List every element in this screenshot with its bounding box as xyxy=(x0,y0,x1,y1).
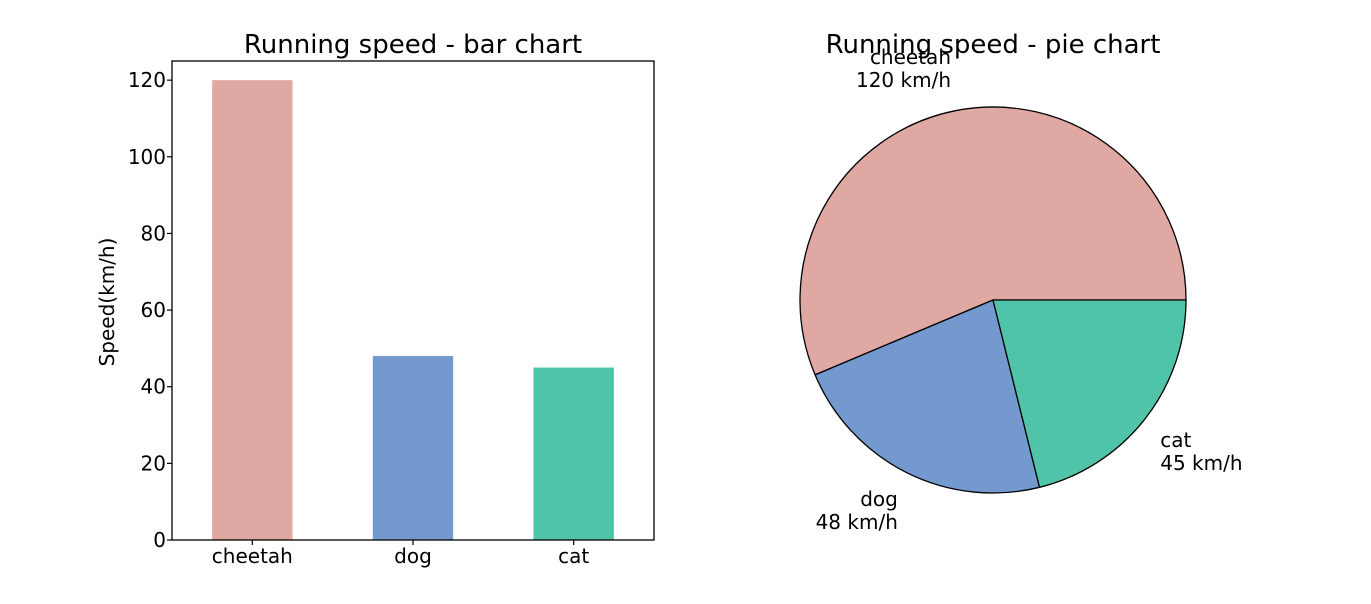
bar-cheetah xyxy=(212,80,293,540)
bar-chart: Running speed - bar chart 0 20 40 60 80 100 12… xyxy=(95,30,655,568)
bar-x-tick-label: cheetah xyxy=(212,544,293,568)
pie-slices xyxy=(799,106,1187,494)
bar-y-tick-label: 60 xyxy=(141,298,166,322)
pie-label-cat: cat 45 km/h xyxy=(1160,428,1242,475)
bar-y-ticks: 0 20 40 60 80 100 120 xyxy=(128,68,172,552)
bar-y-tick-label: 80 xyxy=(141,221,166,245)
pie-label-dog: dog 48 km/h xyxy=(816,487,898,534)
bar-dog xyxy=(372,356,454,540)
bar-y-tick-label: 40 xyxy=(141,375,166,399)
bar-y-tick-label: 20 xyxy=(141,451,166,475)
pie-chart-title: Running speed - pie chart xyxy=(826,30,1161,60)
bar-marks xyxy=(212,80,614,540)
pie-slice-cheetah xyxy=(799,106,1187,376)
bar-y-axis-label: Speed(km/h) xyxy=(95,238,119,367)
pie-labels: cheetah 120 km/h dog 48 km/h cat 45 km/h xyxy=(816,45,1243,534)
bar-y-tick-label: 100 xyxy=(128,145,166,169)
bar-y-tick-label: 0 xyxy=(153,528,166,552)
bar-x-tick-label: dog xyxy=(394,544,432,568)
pie-slice-cat xyxy=(992,299,1187,488)
bar-cat xyxy=(533,367,614,540)
bar-x-ticks: cheetah dog cat xyxy=(212,540,589,568)
bar-x-tick-label: cat xyxy=(558,544,589,568)
pie-slice-dog xyxy=(814,299,1041,494)
bar-y-tick-label: 120 xyxy=(128,68,166,92)
bar-chart-title: Running speed - bar chart xyxy=(244,30,582,60)
pie-chart: Running speed - pie chart cheetah 120 km/… xyxy=(799,30,1243,534)
pie-label-cheetah: cheetah 120 km/h xyxy=(856,45,951,92)
